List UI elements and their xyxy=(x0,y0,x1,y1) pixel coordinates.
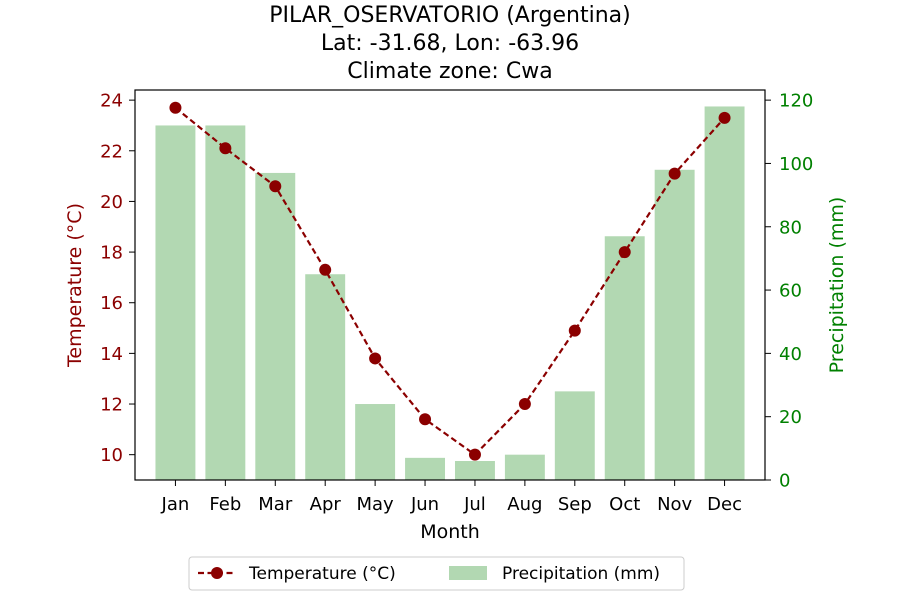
plot-frame xyxy=(134,89,766,481)
precipitation-bar xyxy=(554,391,595,480)
chart-title: PILAR_OSERVATORIO (Argentina) Lat: -31.68… xyxy=(269,3,630,84)
legend-temperature-marker xyxy=(211,567,223,579)
temperature-point xyxy=(319,263,332,276)
x-axis-label: Month xyxy=(420,521,480,543)
precipitation-bar xyxy=(355,404,396,480)
precipitation-bar xyxy=(405,457,446,480)
precipitation-bar xyxy=(504,454,545,480)
x-tick-label: Mar xyxy=(258,494,293,515)
left-y-tick-label: 20 xyxy=(100,192,123,213)
temperature-point xyxy=(219,142,232,155)
right-y-axis-label: Precipitation (mm) xyxy=(826,197,848,374)
left-y-tick-label: 24 xyxy=(100,91,123,112)
precipitation-bar xyxy=(255,172,296,481)
x-tick-label: Jun xyxy=(410,494,439,515)
precipitation-bar xyxy=(604,236,645,480)
legend-temperature-label: Temperature (°C) xyxy=(248,564,396,584)
temperature-point xyxy=(568,324,581,337)
temperature-point xyxy=(518,398,531,411)
temperature-point xyxy=(419,413,432,426)
right-y-tick-label: 40 xyxy=(779,344,802,365)
temperature-line xyxy=(174,106,726,457)
left-y-tick-label: 22 xyxy=(100,141,123,162)
right-y-tick-label: 0 xyxy=(779,471,790,492)
legend-precipitation-swatch xyxy=(449,566,487,580)
x-axis: Jan Feb Mar Apr May Jun Jul Aug Sep Oct Nov Dec xyxy=(161,480,742,515)
precipitation-bar xyxy=(654,169,695,481)
chart-title-line: Climate zone: Cwa xyxy=(347,59,552,84)
x-tick-label: May xyxy=(357,494,395,515)
temperature-series xyxy=(169,101,731,461)
precipitation-bar xyxy=(155,125,196,481)
x-tick-label: Nov xyxy=(657,494,692,515)
left-y-tick-label: 12 xyxy=(100,395,123,416)
temperature-point xyxy=(718,111,731,124)
temperature-point xyxy=(369,352,382,365)
right-y-tick-label: 60 xyxy=(779,281,802,302)
legend-frame xyxy=(188,556,685,591)
right-y-tick-label: 120 xyxy=(779,91,813,112)
legend: Temperature (°C) Precipitation (mm) xyxy=(188,556,685,591)
temperature-point xyxy=(468,448,481,461)
precipitation-bar xyxy=(205,125,246,481)
x-tick-label: Oct xyxy=(609,494,640,515)
left-y-tick-label: 10 xyxy=(100,445,123,466)
left-y-axis-label: Temperature (°C) xyxy=(64,203,86,368)
x-tick-label: Aug xyxy=(507,494,542,515)
left-y-tick-label: 14 xyxy=(100,344,123,365)
precipitation-bar xyxy=(305,274,346,480)
x-tick-label: Dec xyxy=(707,494,742,515)
chart-title-line: PILAR_OSERVATORIO (Argentina) xyxy=(269,3,630,28)
x-tick-label: Jul xyxy=(463,494,486,515)
right-y-tick-label: 80 xyxy=(779,217,802,238)
x-tick-label: Apr xyxy=(310,494,342,515)
right-y-axis: 0 20 40 60 80 100 120 xyxy=(765,91,813,492)
left-y-tick-label: 18 xyxy=(100,243,123,264)
x-tick-label: Sep xyxy=(558,494,592,515)
right-y-tick-label: 100 xyxy=(779,154,813,175)
precipitation-bar xyxy=(454,461,495,480)
left-y-axis: 10 12 14 16 18 20 22 24 xyxy=(100,91,135,466)
right-y-tick-label: 20 xyxy=(779,407,802,428)
temperature-point xyxy=(269,180,282,193)
x-tick-label: Jan xyxy=(161,494,190,515)
x-tick-label: Feb xyxy=(209,494,241,515)
precipitation-bar xyxy=(704,106,745,481)
temperature-point xyxy=(618,246,631,259)
precipitation-bars xyxy=(155,106,745,481)
legend-precipitation-label: Precipitation (mm) xyxy=(502,564,660,584)
left-y-tick-label: 16 xyxy=(100,293,123,314)
chart-title-line: Lat: -31.68, Lon: -63.96 xyxy=(321,31,579,56)
temperature-point xyxy=(668,167,681,180)
temperature-point xyxy=(169,101,182,114)
